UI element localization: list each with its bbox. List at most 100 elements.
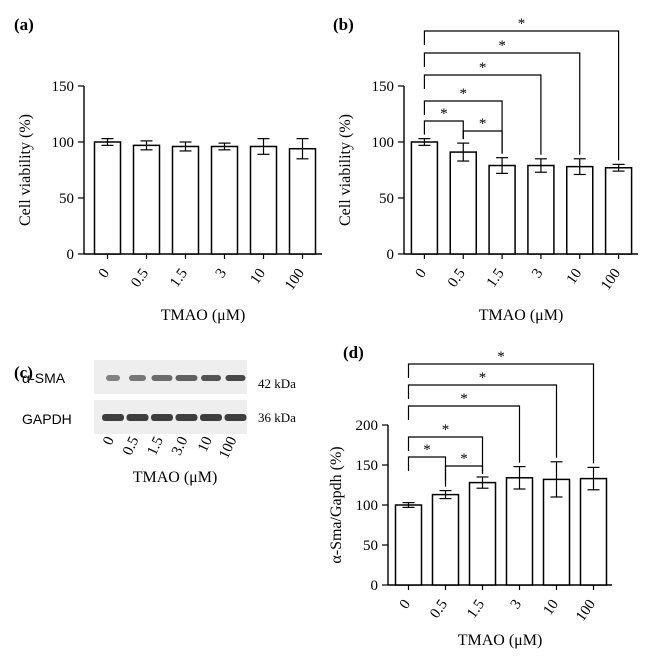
chart-d-significance-star: *: [442, 422, 450, 438]
chart-b-xlabel: TMAO (μM): [479, 307, 564, 324]
chart-b-y-tick-label: 50: [379, 191, 394, 207]
panel-label-a: (a): [14, 15, 34, 34]
chart-b-significance-bracket: [423, 100, 503, 154]
chart-b-significance-bracket: [423, 120, 464, 140]
blot-lane-label: 0: [100, 434, 118, 448]
chart-d-y-tick-label: 200: [356, 418, 379, 434]
chart-a-ylabel: Cell viability (%): [17, 114, 34, 226]
chart-b-bar: [488, 164, 516, 255]
blot-band-gapdh: [175, 414, 198, 421]
chart-a-bar: [132, 144, 161, 255]
blot-band-alpha-sma: [151, 375, 173, 381]
blot-band-alpha-sma: [201, 375, 221, 381]
chart-b-bar: [604, 167, 633, 255]
chart-d-y-tick-label: 150: [356, 458, 379, 474]
chart-a-bar: [249, 145, 278, 255]
chart-b-x-tick-label: 100: [598, 266, 624, 294]
chart-d-x-tick-label: 1.5: [464, 597, 488, 622]
chart-d-y-tick-label: 100: [356, 498, 379, 514]
blot-band-alpha-sma: [106, 375, 120, 381]
chart-a-x-tick-label: 100: [282, 266, 308, 294]
chart-b-significance-bracket: [423, 74, 542, 155]
chart-d-significance-bracket: [407, 456, 447, 487]
blot-lane-label: 10: [195, 434, 216, 454]
chart-a-x-tick-label: 3: [213, 266, 230, 281]
blot-lane-label: 3.0: [169, 434, 191, 458]
panel-label-c: (c): [14, 363, 33, 382]
blot-kda-alpha-sma: 42 kDa: [258, 376, 296, 391]
chart-a: 0 50 100 150 0 0.5 1.5 3 10 100 Cell viability (%)…: [17, 79, 322, 324]
chart-d-x-tick-label: 100: [573, 597, 599, 625]
chart-b-significance-star: *: [518, 16, 526, 32]
chart-a-y-tick-label: 50: [59, 191, 74, 207]
blot-band-alpha-sma: [225, 375, 246, 381]
blot-band-alpha-sma: [175, 375, 198, 381]
chart-d: 0 50 100 150 200 0 0.5 1.5 3 10 100 α-Sma/Gapdh (%)…: [328, 349, 612, 649]
chart-d-y-tick-label: 0: [371, 578, 379, 594]
chart-b-significance-star: *: [498, 38, 506, 54]
chart-d-significance-bracket: [407, 384, 558, 458]
chart-b-x-tick-label: 0: [413, 266, 430, 281]
chart-a-x-tick-label: 1.5: [167, 266, 191, 291]
chart-a-bar: [171, 145, 200, 255]
chart-d-bar: [505, 477, 534, 586]
chart-d-significance-star: *: [460, 391, 468, 407]
chart-d-significance-bracket: [407, 436, 484, 473]
chart-d-significance-bracket: [407, 363, 595, 464]
chart-b-significance-star: *: [440, 106, 448, 122]
chart-b-bar: [410, 141, 439, 255]
chart-b: 0 50 100 150 0 0.5 1.5 3 10 100 Cell viability (%)…: [337, 16, 638, 324]
chart-d-significance-star: *: [479, 370, 487, 386]
blot-band-alpha-sma: [129, 375, 146, 381]
blot-lane-label: 1.5: [144, 434, 166, 458]
chart-b-y-tick-label: 150: [372, 79, 395, 95]
blot-xlabel: TMAO (μM): [133, 469, 218, 486]
chart-d-x-tick-label: 3: [508, 597, 525, 612]
chart-d-xlabel: TMAO (μM): [458, 632, 543, 649]
chart-b-significance-bracket: [423, 30, 620, 161]
chart-d-significance-bracket: [444, 465, 484, 480]
chart-d-significance-star: *: [423, 442, 431, 458]
chart-a-x-tick-label: 0: [96, 266, 113, 281]
chart-d-x-tick-label: 0.5: [427, 597, 451, 622]
chart-d-bar: [579, 477, 608, 586]
chart-a-y-tick-label: 150: [52, 79, 75, 95]
chart-d-significance-star: *: [460, 451, 468, 467]
chart-b-bar: [449, 151, 477, 255]
chart-b-x-tick-label: 1.5: [484, 266, 508, 291]
chart-d-y-tick-label: 50: [363, 538, 378, 554]
chart-d-significance-star: *: [497, 349, 505, 365]
chart-b-significance-bracket: [423, 52, 581, 155]
chart-a-bar: [288, 147, 317, 255]
chart-a-x-tick-label: 10: [247, 266, 269, 287]
blot-lane-label: 100: [216, 434, 240, 461]
chart-a-bar: [210, 145, 239, 255]
blot-band-gapdh: [151, 414, 173, 421]
blot-kda-gapdh: 36 kDa: [258, 410, 296, 425]
panel-label-b: (b): [333, 15, 354, 34]
chart-b-significance-star: *: [460, 86, 468, 102]
chart-d-significance-bracket: [407, 405, 521, 463]
chart-b-significance-star: *: [479, 60, 487, 76]
chart-d-bar: [468, 481, 497, 586]
chart-b-significance-star: *: [479, 116, 487, 132]
chart-d-x-tick-label: 0: [397, 597, 414, 612]
blot-band-gapdh: [102, 414, 124, 421]
western-blot: α-SMA GAPDH 42 kDa 36 kDa 0 0.5 1.5 3.0 10 10…: [22, 360, 296, 486]
chart-b-bar: [566, 165, 594, 255]
panel-label-d: (d): [343, 343, 364, 362]
chart-b-x-tick-label: 10: [564, 266, 586, 287]
chart-d-bar: [394, 504, 423, 586]
blot-band-gapdh: [200, 414, 222, 421]
chart-a-y-tick-label: 100: [52, 135, 75, 151]
chart-b-bar: [527, 164, 555, 255]
chart-b-y-tick-label: 100: [372, 135, 395, 151]
chart-a-xlabel: TMAO (μM): [161, 307, 246, 324]
blot-band-gapdh: [224, 414, 247, 421]
blot-band-gapdh: [126, 414, 149, 421]
chart-a-y-tick-label: 0: [67, 247, 75, 263]
chart-b-x-tick-label: 0.5: [445, 266, 469, 291]
chart-b-y-tick-label: 0: [387, 247, 395, 263]
chart-a-bar: [93, 141, 122, 255]
chart-b-ylabel: Cell viability (%): [337, 114, 354, 226]
